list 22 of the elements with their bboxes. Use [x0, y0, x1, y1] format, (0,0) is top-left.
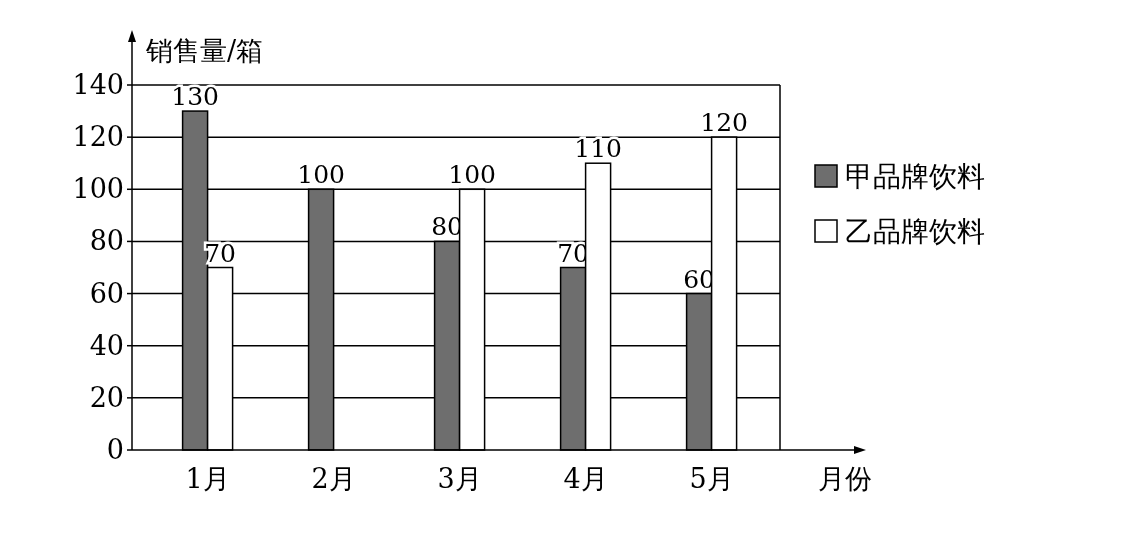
x-tick-label: 2月 [311, 463, 356, 494]
y-tick-label: 60 [89, 277, 124, 309]
x-tick-label: 3月 [437, 463, 482, 494]
data-label: 110 [574, 134, 622, 164]
y-tick-label: 140 [72, 69, 124, 100]
y-tick-label: 100 [72, 173, 124, 205]
data-label: 130 [171, 82, 219, 112]
y-tick-label: 80 [89, 225, 124, 257]
legend-label: 乙品牌饮料 [845, 215, 985, 248]
x-axis-title: 月份 [818, 463, 872, 494]
x-tick-label: 5月 [689, 463, 734, 494]
data-label: 100 [297, 160, 345, 190]
x-tick-label: 4月 [563, 463, 608, 494]
y-tick-label: 120 [72, 121, 124, 153]
y-tick-label: 0 [106, 434, 124, 465]
y-tick-label: 20 [89, 381, 124, 413]
y-tick-label: 40 [89, 329, 124, 361]
y-axis-title: 销售量/箱 [145, 35, 264, 66]
data-label: 120 [700, 108, 748, 138]
data-label: 100 [448, 160, 496, 190]
x-tick-label: 1月 [185, 463, 230, 494]
legend-label: 甲品牌饮料 [845, 160, 985, 193]
